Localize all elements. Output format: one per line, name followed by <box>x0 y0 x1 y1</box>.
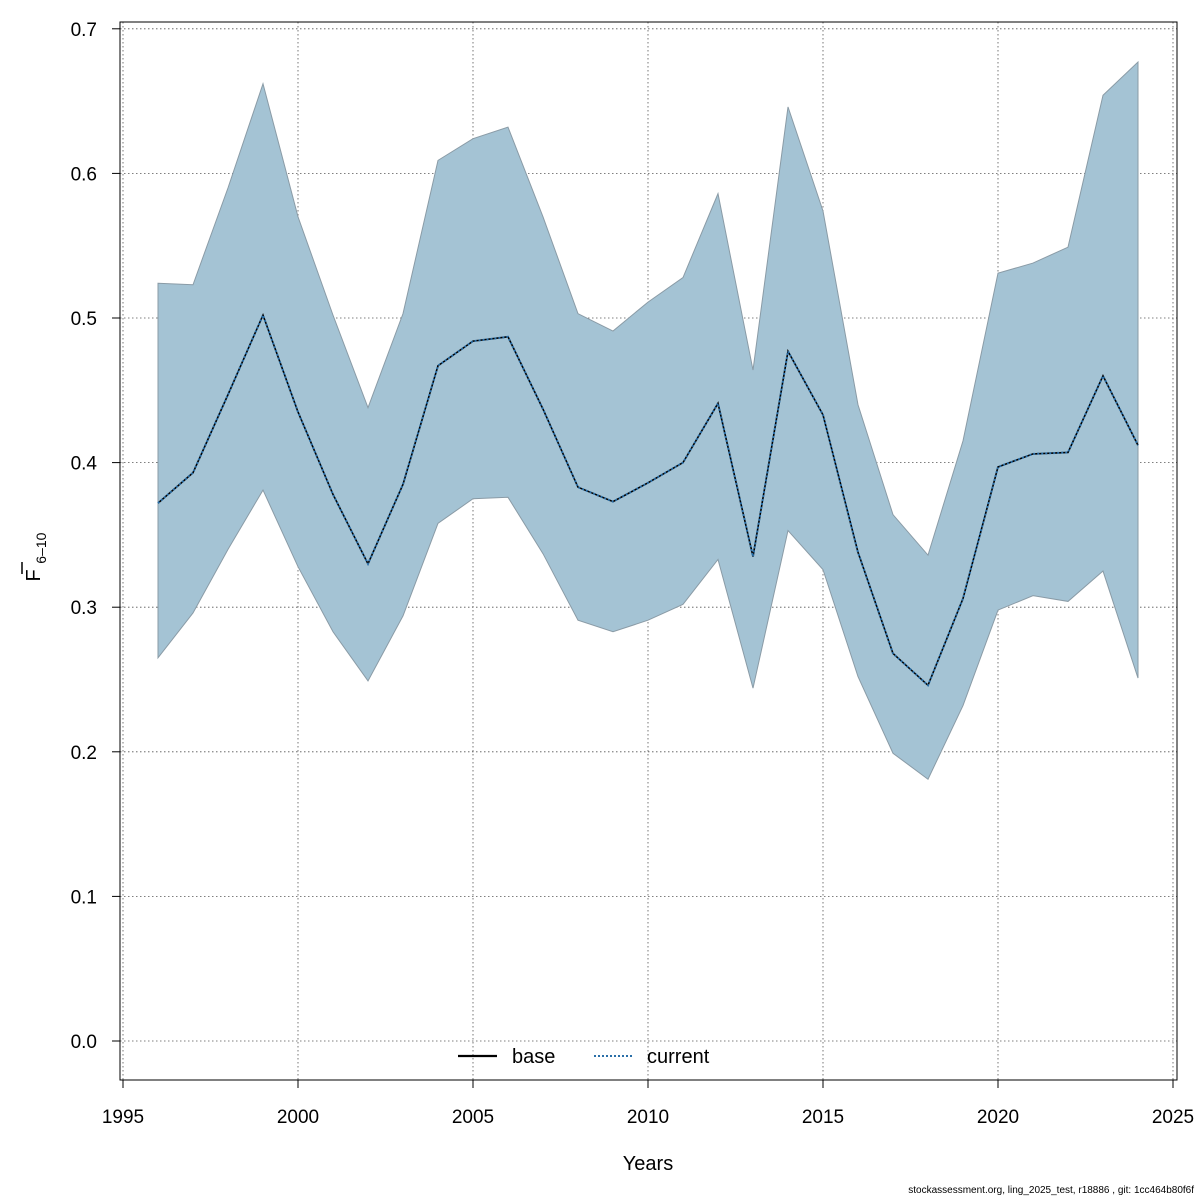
legend-label-current: current <box>647 1046 710 1068</box>
x-tick-label: 2005 <box>452 1107 494 1128</box>
y-axis-title: F 6–10 <box>21 532 49 581</box>
x-tick-label: 2020 <box>977 1107 1019 1128</box>
legend: base current <box>458 1046 710 1068</box>
svg-text:F 6–10: F 6–10 <box>23 532 49 581</box>
y-tick-label: 0.4 <box>71 454 98 475</box>
y-tick-label: 0.3 <box>71 598 97 619</box>
x-tick-label: 2015 <box>802 1107 844 1128</box>
y-tick-label: 0.7 <box>71 20 97 41</box>
y-axis-title-subscript: 6–10 <box>33 532 49 563</box>
x-tick-label: 2000 <box>277 1107 319 1128</box>
footer-credit: stockassessment.org, ling_2025_test, r18… <box>908 1185 1194 1196</box>
x-tick-label: 1995 <box>102 1107 144 1128</box>
y-tick-label: 0.0 <box>71 1032 97 1053</box>
x-axis-title: Years <box>623 1153 673 1175</box>
confidence-band <box>157 60 1139 781</box>
y-tick-label: 0.2 <box>71 743 97 764</box>
y-tick-label: 0.5 <box>71 309 97 330</box>
x-tick-label: 2025 <box>1152 1107 1194 1128</box>
legend-label-base: base <box>512 1046 555 1068</box>
x-axis: 1995 2000 2005 2010 2015 2020 2025 <box>102 1079 1194 1128</box>
y-axis: 0.0 0.1 0.2 0.3 0.4 0.5 0.6 0.7 <box>71 20 121 1053</box>
x-tick-label: 2010 <box>627 1107 669 1128</box>
series-lines <box>157 312 1139 687</box>
y-tick-label: 0.1 <box>71 887 97 908</box>
series-line-current <box>157 312 1139 687</box>
y-tick-label: 0.6 <box>71 164 97 185</box>
y-axis-title-main: F <box>23 569 45 581</box>
